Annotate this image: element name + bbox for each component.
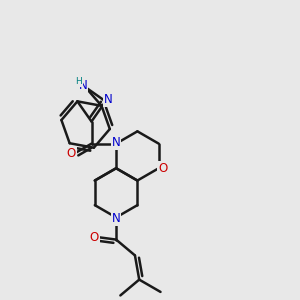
Text: H: H [76,77,82,86]
Text: N: N [112,212,121,225]
Text: O: O [158,162,167,175]
Text: N: N [79,79,87,92]
Text: N: N [112,136,121,148]
Text: O: O [67,147,76,160]
Text: N: N [103,93,112,106]
Text: O: O [89,231,99,244]
